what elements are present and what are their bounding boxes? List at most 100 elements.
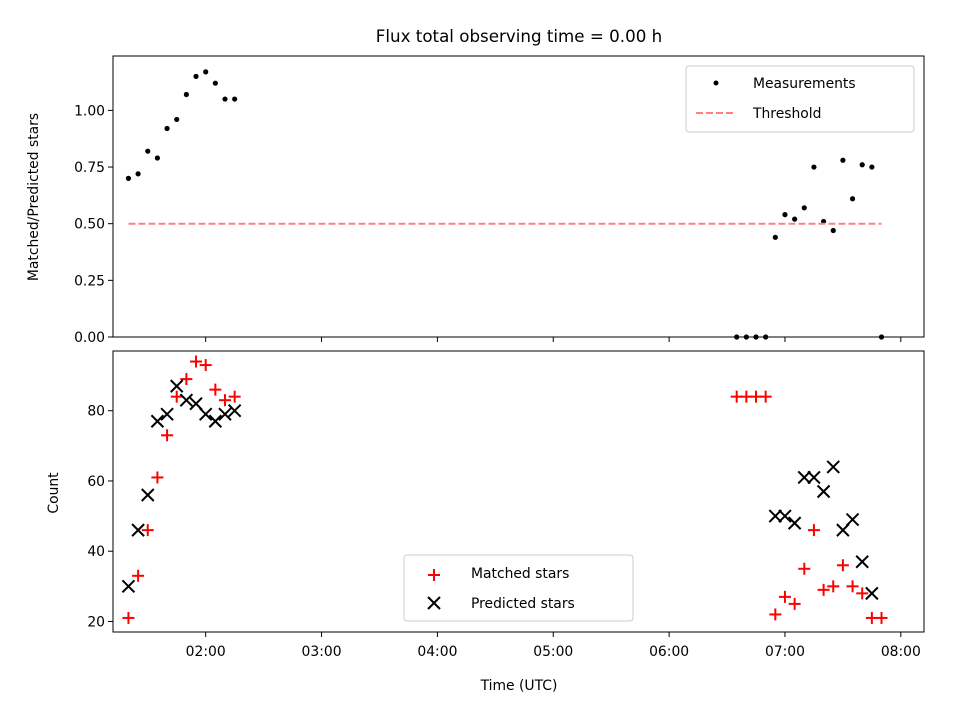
measurements-point bbox=[125, 175, 132, 181]
matched-stars-point bbox=[209, 383, 222, 396]
predicted-stars-point bbox=[189, 396, 203, 411]
matched-stars-point bbox=[122, 611, 135, 624]
matched-stars-point bbox=[817, 583, 830, 596]
y-tick-label: 1.00 bbox=[74, 103, 105, 119]
y-tick-label: 80 bbox=[87, 404, 105, 420]
predicted-stars-point bbox=[198, 407, 213, 421]
predicted-stars-point bbox=[865, 586, 879, 601]
matched-stars-point bbox=[132, 569, 145, 582]
matched-stars-point bbox=[228, 390, 241, 403]
measurements-point bbox=[183, 91, 189, 98]
matched-stars-point bbox=[798, 562, 811, 575]
matched-stars-point bbox=[218, 394, 231, 407]
bottom-legend-box bbox=[403, 554, 634, 622]
predicted-stars-point bbox=[227, 404, 242, 418]
measurements-point bbox=[164, 125, 170, 132]
matched-stars-point bbox=[180, 373, 193, 386]
predicted-stars-point bbox=[836, 523, 850, 537]
top-y-axis-label: Matched/Predicted stars bbox=[26, 113, 42, 281]
top-legend: Measurements Threshold bbox=[685, 65, 915, 133]
matched-stars-point bbox=[199, 359, 212, 372]
y-tick-label: 0.00 bbox=[74, 330, 105, 346]
x-tick-label: 08:00 bbox=[881, 644, 921, 660]
legend-matched-marker bbox=[428, 569, 440, 581]
predicted-stars-point bbox=[218, 407, 232, 421]
x-tick-label: 03:00 bbox=[302, 644, 342, 660]
measurements-point bbox=[840, 157, 846, 163]
matched-stars-point bbox=[807, 524, 820, 537]
measurements-point bbox=[193, 73, 199, 79]
measurements-point bbox=[792, 216, 798, 222]
measurements-point bbox=[772, 234, 778, 240]
predicted-stars-point bbox=[778, 509, 792, 523]
measurements-point bbox=[222, 96, 228, 102]
y-tick-label: 60 bbox=[87, 474, 105, 490]
legend-measurements-label: Measurements bbox=[753, 76, 856, 92]
predicted-stars-point bbox=[141, 488, 155, 502]
measurements-point bbox=[232, 96, 238, 102]
measurements-point bbox=[830, 227, 836, 234]
predicted-stars-point bbox=[121, 579, 136, 594]
predicted-stars-point bbox=[208, 414, 223, 428]
predicted-stars-point bbox=[160, 407, 174, 421]
x-tick-label: 07:00 bbox=[765, 644, 805, 660]
predicted-stars-point bbox=[170, 379, 184, 393]
legend-matched-label: Matched stars bbox=[471, 566, 569, 582]
measurements-point bbox=[859, 162, 865, 168]
predicted-stars-point bbox=[807, 470, 821, 485]
predicted-stars-point bbox=[179, 393, 194, 407]
x-tick-label: 02:00 bbox=[186, 644, 226, 660]
predicted-stars-point bbox=[816, 484, 831, 499]
y-tick-label: 0.50 bbox=[74, 217, 105, 233]
top-plot-frame bbox=[112, 55, 925, 338]
bottom-legend: Matched stars Predicted stars bbox=[403, 554, 634, 622]
x-tick-label: 04:00 bbox=[417, 644, 457, 660]
x-axis-label: Time (UTC) bbox=[480, 678, 558, 694]
bottom-panel: 20 40 60 80 02:00 03:00 04:00 05:00 06:00 07:00 08… bbox=[46, 350, 925, 694]
y-tick-label: 0.75 bbox=[74, 160, 105, 176]
matched-stars-point bbox=[788, 597, 801, 610]
legend-predicted-label: Predicted stars bbox=[471, 596, 575, 612]
legend-measurements-marker bbox=[713, 80, 719, 86]
measurements-point bbox=[212, 80, 218, 86]
matched-stars-point bbox=[170, 390, 183, 403]
measurements-point bbox=[782, 212, 788, 218]
predicted-stars-point bbox=[797, 470, 811, 485]
measurements-point bbox=[849, 196, 856, 202]
matched-stars-point bbox=[836, 559, 849, 572]
measurements-point bbox=[869, 164, 875, 170]
bottom-y-axis-label: Count bbox=[46, 472, 62, 514]
measurements-point bbox=[174, 116, 180, 123]
matched-stars-point bbox=[875, 611, 888, 624]
top-panel: 0.00 0.25 0.50 0.75 1.00 Matched/Predicted s… bbox=[26, 55, 925, 346]
predicted-stars-point bbox=[150, 414, 165, 428]
matched-stars-point bbox=[759, 390, 772, 403]
measurements-point bbox=[203, 69, 209, 75]
predicted-stars-point bbox=[826, 460, 840, 474]
matched-stars-point bbox=[190, 355, 203, 368]
matched-stars-point bbox=[778, 590, 791, 603]
predicted-stars-point bbox=[787, 516, 802, 530]
measurements-point bbox=[145, 148, 151, 154]
predicted-stars-point bbox=[768, 509, 783, 523]
top-legend-box bbox=[685, 65, 915, 133]
matched-stars-point bbox=[151, 471, 164, 484]
predicted-stars-point bbox=[855, 555, 869, 569]
predicted-stars-point bbox=[131, 523, 145, 537]
legend-threshold-label: Threshold bbox=[752, 106, 821, 122]
matched-stars-point bbox=[141, 524, 154, 537]
x-tick-label: 06:00 bbox=[649, 644, 689, 660]
measurements-point bbox=[135, 171, 141, 177]
matched-stars-point bbox=[769, 608, 782, 621]
matched-stars-point bbox=[161, 429, 174, 442]
measurements-point bbox=[801, 205, 807, 211]
bottom-plot-frame bbox=[112, 350, 925, 633]
predicted-stars-point bbox=[845, 512, 860, 527]
y-tick-label: 40 bbox=[87, 544, 105, 560]
measurements-point bbox=[811, 164, 817, 170]
matched-stars-point bbox=[846, 580, 859, 593]
y-tick-label: 20 bbox=[87, 614, 105, 630]
matched-stars-point bbox=[856, 587, 869, 600]
y-tick-label: 0.25 bbox=[74, 273, 105, 289]
